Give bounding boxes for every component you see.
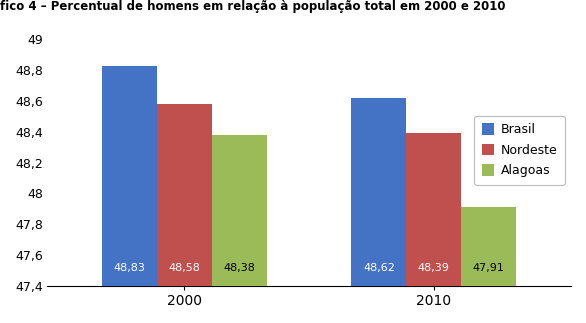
Text: 47,91: 47,91 <box>473 263 505 273</box>
Bar <box>212 135 267 323</box>
Text: 48,38: 48,38 <box>223 263 255 273</box>
Legend: Brasil, Nordeste, Alagoas: Brasil, Nordeste, Alagoas <box>474 116 565 185</box>
Text: 48,83: 48,83 <box>114 263 145 273</box>
Bar <box>157 104 212 323</box>
Text: 48,58: 48,58 <box>168 263 200 273</box>
Text: 48,39: 48,39 <box>418 263 449 273</box>
Bar <box>102 66 157 323</box>
Bar <box>352 98 406 323</box>
Text: 48,62: 48,62 <box>363 263 395 273</box>
Bar <box>461 207 516 323</box>
Bar <box>406 133 461 323</box>
Text: fico 4 – Percentual de homens em relação à população total em 2000 e 2010: fico 4 – Percentual de homens em relação… <box>0 0 506 13</box>
